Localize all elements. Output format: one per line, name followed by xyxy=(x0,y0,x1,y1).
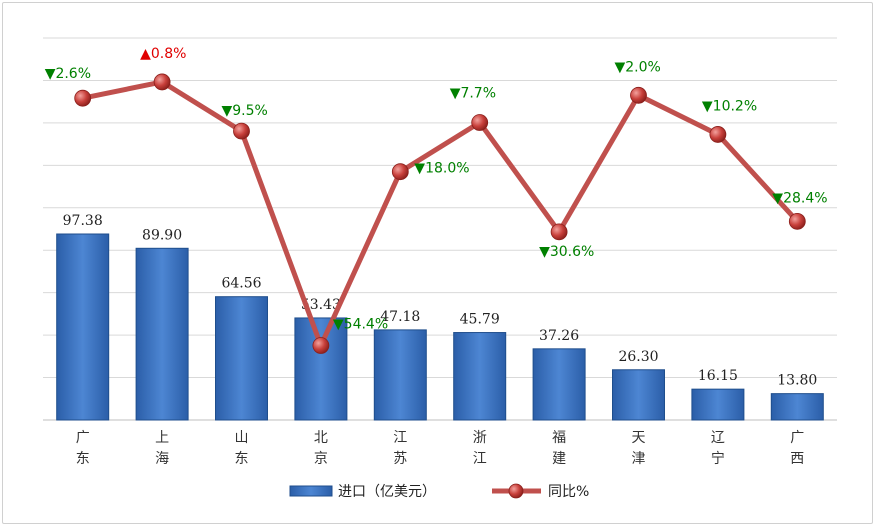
line-point xyxy=(709,126,727,143)
line-value-labels: ▼2.6% ▲0.8% ▼9.5% ▼54.4% ▼18.0% ▼7.7% ▼30.6% ▼2… xyxy=(45,46,828,333)
bar-value-label: 47.18 xyxy=(380,309,420,325)
bar xyxy=(294,317,348,421)
legend-line-label: 同比% xyxy=(548,484,589,500)
yoy-value-label: ▼2.0% xyxy=(615,59,661,75)
category-tick-label: 辽宁 xyxy=(711,430,725,467)
line-point xyxy=(153,73,171,91)
yoy-value-label: ▲0.8% xyxy=(140,46,186,62)
category-tick-label: 广东 xyxy=(76,430,90,467)
bar-value-label: 37.26 xyxy=(539,328,579,344)
line-point xyxy=(312,337,330,354)
bar xyxy=(56,233,110,421)
bar xyxy=(135,247,189,421)
bar-value-label: 89.90 xyxy=(142,227,182,243)
category-tick-label: 天津 xyxy=(632,430,646,467)
bar-value-label: 13.80 xyxy=(777,373,817,389)
yoy-value-label: ▼18.0% xyxy=(414,161,469,177)
bar xyxy=(612,369,665,421)
category-tick-label: 广西 xyxy=(790,430,804,467)
bar-value-label: 26.30 xyxy=(618,349,658,365)
line-point xyxy=(74,89,92,107)
chart: 97.38 89.90 64.56 53.43 47.18 45.79 37.26 26.30… xyxy=(43,37,837,500)
legend-bar-swatch xyxy=(289,485,333,497)
yoy-value-label: ▼30.6% xyxy=(539,244,594,260)
category-tick-label: 浙江 xyxy=(473,430,487,467)
line-point xyxy=(471,114,489,131)
yoy-value-label: ▼2.6% xyxy=(45,66,91,82)
bar xyxy=(691,388,745,421)
yoy-value-label: ▼10.2% xyxy=(702,98,757,114)
bar xyxy=(453,332,507,421)
bar-value-label: 97.38 xyxy=(63,213,103,229)
line-point xyxy=(788,212,806,230)
yoy-value-label: ▼7.7% xyxy=(450,86,496,102)
bar xyxy=(532,348,586,421)
line-point xyxy=(233,122,250,140)
bar-value-label: 16.15 xyxy=(698,368,738,384)
line-series xyxy=(74,73,806,354)
category-tick-label: 上海 xyxy=(155,430,169,467)
yoy-value-label: ▼54.4% xyxy=(333,317,388,333)
line-point xyxy=(391,163,409,181)
category-tick-label: 福建 xyxy=(552,430,566,467)
category-tick-label: 山东 xyxy=(235,430,249,467)
bar-value-label: 53.43 xyxy=(301,297,341,313)
bar-value-label: 45.79 xyxy=(460,312,500,328)
bar xyxy=(215,296,268,421)
yoy-value-label: ▼28.4% xyxy=(772,190,827,206)
bar xyxy=(770,393,824,421)
bar-series xyxy=(56,233,824,421)
bar-value-label: 64.56 xyxy=(221,276,261,292)
category-axis: 广东 上海 山东 北京 江苏 浙江 福建 天津 辽宁 广西 xyxy=(76,430,805,467)
line-point xyxy=(630,86,647,104)
category-tick-label: 江苏 xyxy=(393,430,407,467)
bar-value-labels: 97.38 89.90 64.56 53.43 47.18 45.79 37.26 26.30… xyxy=(63,213,818,389)
line-path xyxy=(82,79,800,349)
yoy-value-label: ▼9.5% xyxy=(222,103,268,119)
category-tick-label: 北京 xyxy=(314,430,328,467)
line-point xyxy=(550,223,568,241)
legend: 进口（亿美元） 同比% xyxy=(289,483,589,500)
legend-line-marker xyxy=(508,483,524,499)
bar xyxy=(373,329,427,421)
legend-bar-label: 进口（亿美元） xyxy=(338,484,436,500)
